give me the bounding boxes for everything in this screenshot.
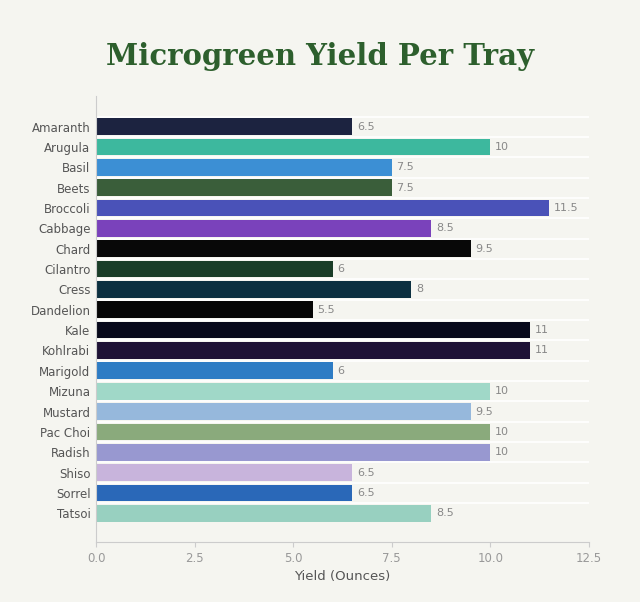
Text: 6.5: 6.5 bbox=[357, 468, 374, 477]
Bar bbox=[96, 362, 333, 379]
Text: 10: 10 bbox=[495, 447, 509, 457]
Text: 9.5: 9.5 bbox=[476, 406, 493, 417]
Text: 10: 10 bbox=[495, 427, 509, 437]
Bar bbox=[96, 138, 490, 155]
Text: 6: 6 bbox=[337, 366, 344, 376]
Bar bbox=[96, 159, 392, 176]
Bar bbox=[96, 302, 313, 318]
Bar bbox=[96, 261, 333, 278]
Bar bbox=[96, 240, 470, 257]
Bar bbox=[96, 424, 490, 440]
Text: 7.5: 7.5 bbox=[396, 163, 414, 172]
Text: 7.5: 7.5 bbox=[396, 183, 414, 193]
Text: 11: 11 bbox=[534, 346, 548, 356]
Bar bbox=[96, 485, 352, 501]
Text: 10: 10 bbox=[495, 142, 509, 152]
Text: 10: 10 bbox=[495, 386, 509, 396]
Text: 6.5: 6.5 bbox=[357, 122, 374, 132]
Bar bbox=[96, 403, 470, 420]
Bar bbox=[96, 281, 412, 298]
Text: 5.5: 5.5 bbox=[317, 305, 335, 315]
Text: 8.5: 8.5 bbox=[436, 223, 454, 234]
Text: 8: 8 bbox=[416, 285, 423, 294]
Bar bbox=[96, 342, 530, 359]
Bar bbox=[96, 220, 431, 237]
Bar bbox=[96, 444, 490, 461]
Bar bbox=[96, 119, 352, 135]
Text: 9.5: 9.5 bbox=[476, 244, 493, 254]
Text: 11.5: 11.5 bbox=[554, 203, 579, 213]
Bar bbox=[96, 179, 392, 196]
Text: 8.5: 8.5 bbox=[436, 508, 454, 518]
Bar bbox=[96, 505, 431, 521]
Text: 11: 11 bbox=[534, 325, 548, 335]
Text: 6: 6 bbox=[337, 264, 344, 274]
Bar bbox=[96, 464, 352, 481]
Bar bbox=[96, 200, 549, 217]
Bar bbox=[96, 383, 490, 400]
Text: Microgreen Yield Per Tray: Microgreen Yield Per Tray bbox=[106, 42, 534, 71]
Bar bbox=[96, 322, 530, 338]
Text: 6.5: 6.5 bbox=[357, 488, 374, 498]
X-axis label: Yield (Ounces): Yield (Ounces) bbox=[294, 570, 390, 583]
